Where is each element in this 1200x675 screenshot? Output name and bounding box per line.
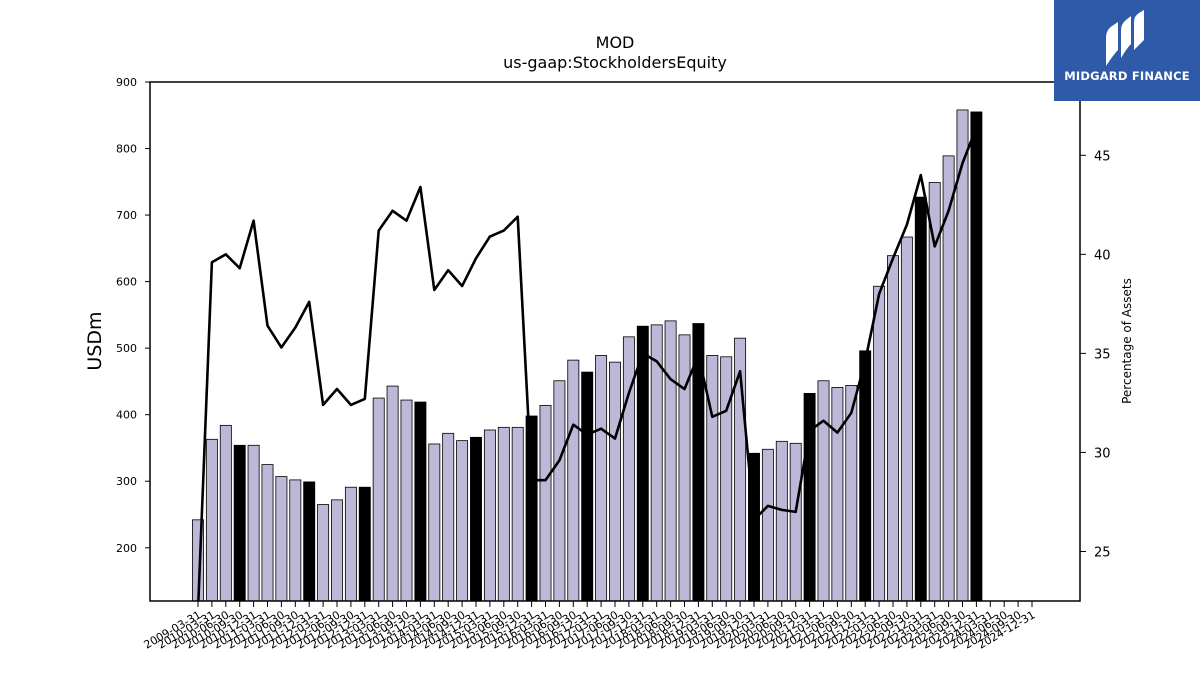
y-tick-label: 300 [116,475,137,488]
y-axis-left: 200 300 400 500 600 700 800 900 [116,76,150,555]
y2-tick-label: 25 [1094,545,1111,560]
bar [233,444,246,602]
bar [219,424,232,602]
bar [261,464,274,602]
bar [761,448,774,602]
y-tick-label: 900 [116,76,137,89]
bar [956,109,969,602]
y-tick-label: 500 [116,342,137,355]
bar [595,355,608,602]
bar [456,440,469,602]
bar [609,361,621,602]
bar [344,486,357,602]
bar [428,443,441,602]
bar [567,359,580,602]
bar [553,380,566,602]
chart-subtitle: us-gaap:StockholdersEquity [503,53,727,72]
bar [803,392,816,602]
bar [497,426,510,602]
y-axis-right: 25 30 35 40 45 [1080,149,1111,560]
bar [303,481,316,602]
bar [358,486,371,602]
y2-tick-label: 40 [1094,248,1111,263]
bar [414,401,427,602]
logo-mark-icon [1106,10,1144,66]
bar [205,438,218,602]
chart-title: MOD [596,33,635,52]
y-tick-label: 600 [116,276,137,289]
bar [887,255,899,602]
bar [970,111,983,602]
x-axis: 2009-03-312010-03-312010-06-302010-09-30… [142,601,1038,652]
y2-tick-label: 45 [1094,149,1111,164]
bar [706,355,719,602]
bar [470,436,482,602]
y-tick-label: 400 [116,409,137,422]
bar [442,432,455,602]
brand-logo: MIDGARD FINANCE [1054,0,1200,101]
bar [775,440,788,602]
bar [900,236,913,602]
bar [539,404,552,602]
y-tick-label: 800 [116,143,137,156]
y-tick-label: 700 [116,209,137,222]
logo-text: MIDGARD FINANCE [1064,69,1190,83]
bar [400,399,413,602]
bar [720,356,733,602]
bar [386,385,399,602]
bar [622,336,635,602]
bar [483,429,496,602]
bar [664,320,677,602]
bar [678,334,691,602]
y2-tick-label: 35 [1094,347,1111,362]
bar [525,415,538,602]
bar [859,350,872,602]
line-path [197,127,978,601]
bar [789,442,802,602]
bar [581,371,594,602]
bar [275,476,288,602]
bar [914,196,927,602]
y-axis-label: USDm [84,311,106,370]
bar [289,479,302,602]
bar [331,499,343,602]
bar [817,380,830,602]
y-tick-label: 200 [116,542,137,555]
line-series [197,127,978,601]
bar-series [192,109,983,602]
bar [831,387,844,602]
y2-axis-label: Percentage of Assets [1120,278,1134,404]
bar [873,285,886,602]
y2-tick-label: 30 [1094,446,1111,461]
bar [317,504,330,602]
bar [247,444,260,602]
bar [372,397,385,602]
bar [511,426,524,602]
